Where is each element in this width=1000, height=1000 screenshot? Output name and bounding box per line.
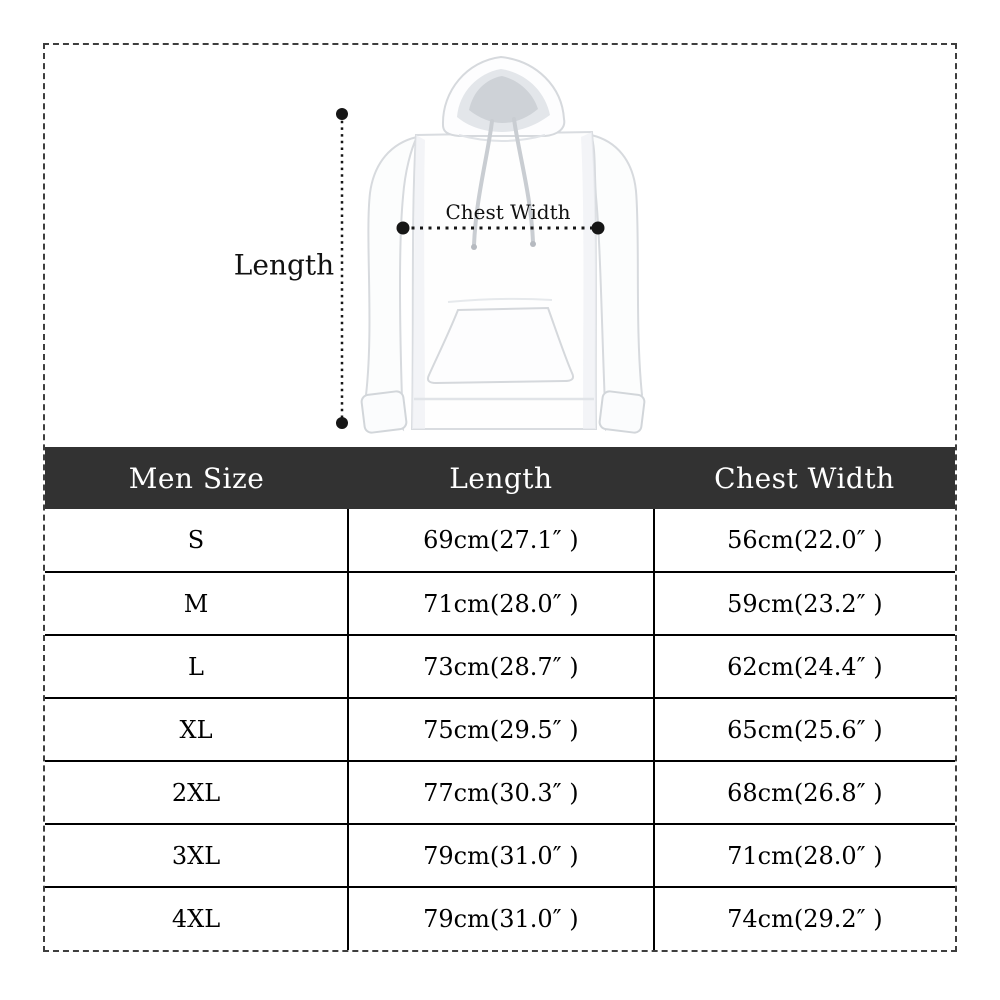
cell-size: 2XL (45, 760, 350, 825)
hoodie-left-sleeve-icon (364, 135, 419, 432)
hood-opening-inner (469, 76, 538, 123)
hoodie-left-cuff-icon (360, 390, 408, 434)
hoodie-right-cuff-icon (598, 390, 646, 434)
header-men-size: Men Size (45, 447, 349, 509)
cell-size: 4XL (45, 886, 350, 950)
table-row-s: S 69cm(27.1″ ) 56cm(22.0″ ) (45, 509, 955, 573)
chest-line-left-dot (396, 221, 410, 235)
size-chart-frame: Length Chest Width Men Size Length Chest… (43, 43, 957, 952)
hoodie-body-icon (410, 130, 598, 430)
header-length: Length (348, 447, 654, 509)
cell-chest-width: 68cm(26.8″ ) (652, 760, 955, 825)
hoodie-pocket-icon (426, 306, 575, 385)
cell-chest-width: 59cm(23.2″ ) (652, 571, 955, 636)
table-header-row: Men Size Length Chest Width (45, 447, 955, 509)
chest-line-right-dot (591, 221, 605, 235)
cell-chest-width: 71cm(28.0″ ) (652, 823, 955, 888)
length-label: Length (233, 248, 335, 282)
cell-size: 3XL (45, 823, 350, 888)
cell-length: 79cm(31.0″ ) (347, 823, 655, 888)
cell-chest-width: 65cm(25.6″ ) (652, 697, 955, 762)
drawstring-left-icon (472, 119, 494, 247)
cell-length: 79cm(31.0″ ) (347, 886, 655, 950)
body-shade-right (581, 132, 596, 429)
length-line-bottom-dot (336, 417, 348, 429)
cell-chest-width: 56cm(22.0″ ) (652, 509, 955, 573)
table-row-m: M 71cm(28.0″ ) 59cm(23.2″ ) (45, 571, 955, 636)
table-row-3xl: 3XL 79cm(31.0″ ) 71cm(28.0″ ) (45, 823, 955, 888)
cell-chest-width: 62cm(24.4″ ) (652, 634, 955, 699)
table-row-2xl: 2XL 77cm(30.3″ ) 68cm(26.8″ ) (45, 760, 955, 825)
cell-length: 71cm(28.0″ ) (347, 571, 655, 636)
header-chest-width: Chest Width (653, 447, 955, 509)
cell-size: L (45, 634, 350, 699)
table-row-4xl: 4XL 79cm(31.0″ ) 74cm(29.2″ ) (45, 886, 955, 950)
measurement-diagram: Length Chest Width (45, 45, 955, 447)
cell-size: S (45, 509, 350, 573)
cell-length: 73cm(28.7″ ) (347, 634, 655, 699)
length-line-top-dot (336, 108, 348, 120)
cell-length: 75cm(29.5″ ) (347, 697, 655, 762)
table-row-l: L 73cm(28.7″ ) 62cm(24.4″ ) (45, 634, 955, 699)
drawstring-right-tip (530, 241, 536, 247)
chest-width-label: Chest Width (445, 200, 571, 224)
table-row-xl: XL 75cm(29.5″ ) 65cm(25.6″ ) (45, 697, 955, 762)
cell-size: XL (45, 697, 350, 762)
body-shade-left (412, 135, 425, 429)
cell-length: 69cm(27.1″ ) (347, 509, 655, 573)
hoodie-right-sleeve-icon (589, 133, 644, 432)
cell-chest-width: 74cm(29.2″ ) (652, 886, 955, 950)
neck-rim (458, 134, 546, 142)
size-table: Men Size Length Chest Width S 69cm(27.1″… (45, 447, 955, 950)
cell-size: M (45, 571, 350, 636)
chest-seam (447, 297, 553, 303)
drawstring-left-tip (471, 244, 477, 250)
hoodie-illustration (336, 55, 646, 434)
cell-length: 77cm(30.3″ ) (347, 760, 655, 825)
